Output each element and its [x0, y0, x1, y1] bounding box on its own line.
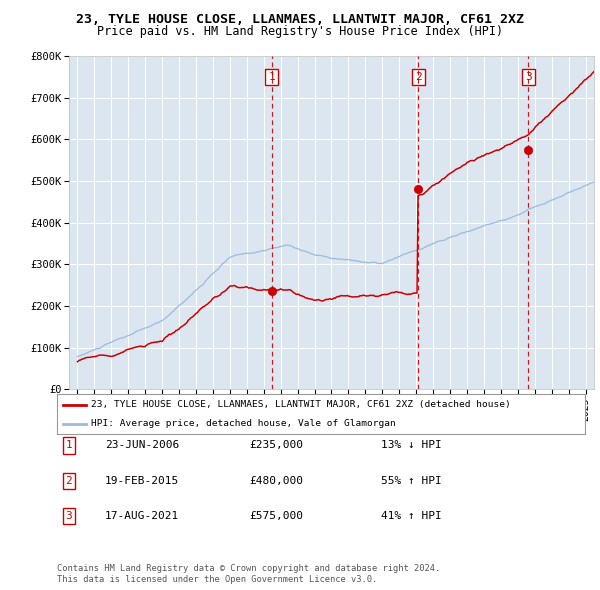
Text: 1: 1 — [268, 72, 275, 82]
Text: £480,000: £480,000 — [249, 476, 303, 486]
Text: Contains HM Land Registry data © Crown copyright and database right 2024.: Contains HM Land Registry data © Crown c… — [57, 565, 440, 573]
Text: This data is licensed under the Open Government Licence v3.0.: This data is licensed under the Open Gov… — [57, 575, 377, 584]
Text: 1: 1 — [65, 441, 73, 450]
Text: 3: 3 — [525, 72, 532, 82]
Text: 23-JUN-2006: 23-JUN-2006 — [105, 441, 179, 450]
Text: 41% ↑ HPI: 41% ↑ HPI — [381, 512, 442, 521]
Text: 17-AUG-2021: 17-AUG-2021 — [105, 512, 179, 521]
Text: £235,000: £235,000 — [249, 441, 303, 450]
Text: HPI: Average price, detached house, Vale of Glamorgan: HPI: Average price, detached house, Vale… — [91, 419, 396, 428]
Text: Price paid vs. HM Land Registry's House Price Index (HPI): Price paid vs. HM Land Registry's House … — [97, 25, 503, 38]
Text: 55% ↑ HPI: 55% ↑ HPI — [381, 476, 442, 486]
Text: 3: 3 — [65, 512, 73, 521]
Text: 2: 2 — [65, 476, 73, 486]
Text: 2: 2 — [415, 72, 422, 82]
Text: 19-FEB-2015: 19-FEB-2015 — [105, 476, 179, 486]
Text: 23, TYLE HOUSE CLOSE, LLANMAES, LLANTWIT MAJOR, CF61 2XZ (detached house): 23, TYLE HOUSE CLOSE, LLANMAES, LLANTWIT… — [91, 400, 511, 409]
Text: 23, TYLE HOUSE CLOSE, LLANMAES, LLANTWIT MAJOR, CF61 2XZ: 23, TYLE HOUSE CLOSE, LLANMAES, LLANTWIT… — [76, 13, 524, 26]
Text: 13% ↓ HPI: 13% ↓ HPI — [381, 441, 442, 450]
Text: £575,000: £575,000 — [249, 512, 303, 521]
